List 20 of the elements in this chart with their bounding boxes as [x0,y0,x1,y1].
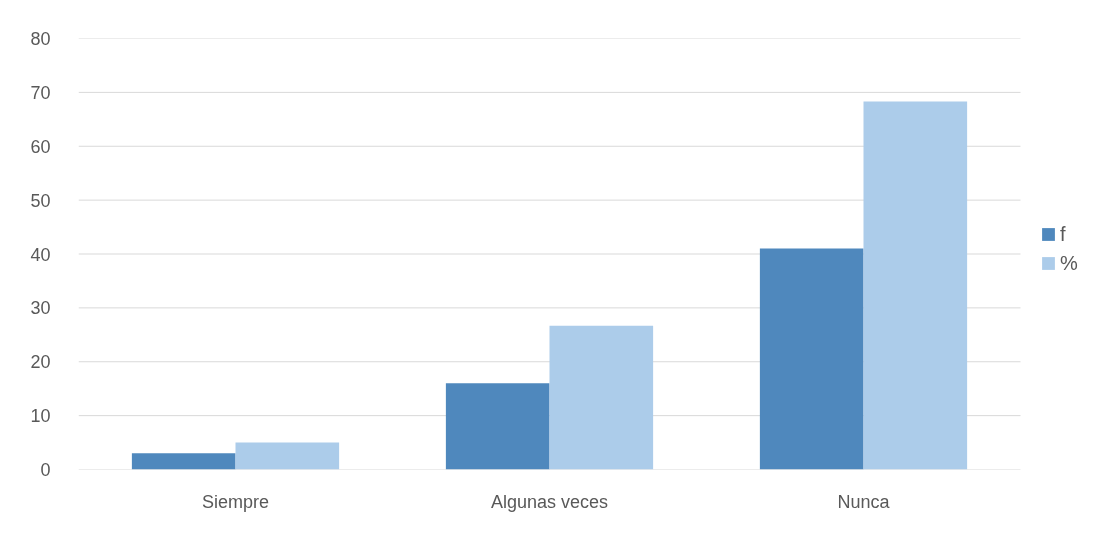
bar [863,101,968,470]
bar [759,248,864,470]
x-tick-label: Nunca [837,491,891,512]
bar [549,325,654,470]
y-tick-label: 20 [30,352,51,373]
x-tick-label: Algunas veces [490,491,609,512]
y-tick-label: 70 [30,82,51,103]
y-tick-label: 10 [30,406,51,427]
y-tick-label: 80 [30,29,51,49]
x-tick-label: Siempre [201,491,270,512]
y-tick-label: 30 [30,298,51,319]
y-tick-label: 60 [30,136,51,157]
y-tick-label: 50 [30,190,51,211]
y-tick-label: 40 [30,244,51,265]
bar [235,442,340,470]
bar [131,453,236,470]
y-tick-label: 0 [40,460,51,480]
legend-label: f [1060,222,1067,246]
legend-label: % [1060,251,1079,275]
bar [445,383,550,470]
